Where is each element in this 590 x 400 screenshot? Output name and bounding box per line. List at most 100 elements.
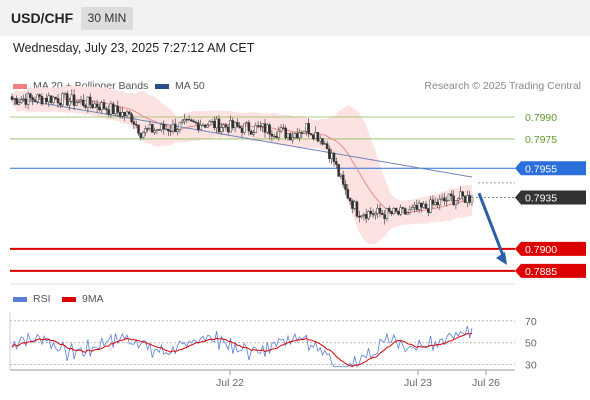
x-axis: Jul 22 Jul 23 Jul 26 bbox=[216, 370, 500, 389]
candle-body bbox=[171, 123, 175, 132]
rsi-9ma-line bbox=[11, 332, 473, 367]
candle-body bbox=[132, 121, 136, 125]
candle-body bbox=[369, 211, 373, 214]
candle-body bbox=[17, 102, 21, 105]
candle-body bbox=[208, 121, 212, 126]
candle-body bbox=[231, 120, 235, 129]
candle-body bbox=[295, 133, 299, 139]
candle-body bbox=[15, 98, 18, 105]
candle-body bbox=[376, 208, 379, 214]
candle-body bbox=[160, 124, 163, 131]
legend-label-rsi: RSI bbox=[33, 293, 51, 305]
candle-body bbox=[157, 129, 161, 131]
candle-body bbox=[79, 99, 83, 102]
candle-body bbox=[167, 128, 170, 132]
candlesticks bbox=[10, 89, 474, 225]
candle-body bbox=[169, 130, 172, 133]
candle-body bbox=[385, 208, 389, 219]
candle-body bbox=[362, 214, 366, 216]
candle-body bbox=[468, 195, 471, 203]
candle-body bbox=[286, 133, 290, 139]
price-label-0.7935: 0.7935 bbox=[525, 193, 557, 205]
candle-body bbox=[330, 152, 333, 159]
price-tag-0.7885 bbox=[515, 263, 586, 278]
candle-body bbox=[75, 102, 78, 106]
candle-body bbox=[118, 112, 122, 117]
candle-body bbox=[466, 195, 469, 203]
candle-body bbox=[406, 212, 409, 215]
candle-body bbox=[180, 120, 184, 123]
candle-body bbox=[429, 199, 432, 213]
candle-body bbox=[401, 207, 405, 209]
rsi-tick-label: 70 bbox=[525, 316, 537, 328]
candle-body bbox=[26, 93, 30, 105]
candle-body bbox=[360, 215, 363, 218]
candle-body bbox=[318, 138, 322, 142]
legend-item-rsi: RSI bbox=[13, 293, 51, 305]
candle-body bbox=[272, 135, 276, 138]
candle-body bbox=[245, 122, 248, 125]
candle-body bbox=[293, 133, 297, 138]
candle-body bbox=[109, 103, 113, 115]
candle-body bbox=[197, 122, 200, 130]
candle-body bbox=[424, 203, 428, 209]
candle-body bbox=[100, 102, 103, 111]
candle-body bbox=[470, 197, 474, 203]
candle-body bbox=[125, 111, 129, 117]
price-label-0.7955: 0.7955 bbox=[525, 163, 557, 175]
candle-body bbox=[233, 122, 237, 129]
ma50-line bbox=[11, 97, 473, 178]
forecast-arrow-shaft bbox=[477, 192, 506, 259]
x-tick-label: Jul 22 bbox=[216, 377, 244, 389]
candle-body bbox=[203, 124, 207, 128]
candle-body bbox=[236, 122, 239, 127]
price-tag-0.7935 bbox=[515, 190, 586, 205]
candle-body bbox=[353, 201, 356, 209]
candle-body bbox=[378, 208, 382, 214]
candle-body bbox=[72, 94, 76, 106]
candle-body bbox=[433, 202, 437, 205]
candle-body bbox=[174, 123, 177, 132]
candle-body bbox=[413, 205, 416, 208]
candle-body bbox=[309, 133, 313, 136]
timeframe-button[interactable]: 30 MIN bbox=[81, 7, 133, 30]
candle-body bbox=[284, 127, 287, 139]
candle-body bbox=[151, 124, 154, 133]
candle-body bbox=[59, 102, 62, 106]
candle-body bbox=[374, 212, 377, 216]
rsi-line bbox=[11, 325, 473, 368]
candle-body bbox=[121, 112, 124, 117]
candle-body bbox=[321, 138, 324, 145]
price-levels bbox=[10, 116, 515, 272]
legend-swatch-ma20 bbox=[13, 83, 27, 89]
candle-body bbox=[358, 215, 361, 218]
candle-body bbox=[128, 111, 131, 115]
chart-header: USD/CHF 30 MIN bbox=[0, 0, 590, 36]
candle-body bbox=[146, 128, 149, 130]
candle-body bbox=[47, 95, 51, 102]
candle-body bbox=[270, 133, 274, 137]
candle-body bbox=[463, 195, 467, 203]
candle-body bbox=[70, 94, 74, 102]
candle-body bbox=[40, 96, 44, 105]
candle-body bbox=[351, 200, 354, 209]
candle-body bbox=[91, 104, 94, 108]
candle-body bbox=[190, 119, 193, 122]
candle-body bbox=[141, 132, 145, 138]
candle-body bbox=[367, 211, 370, 219]
candle-body bbox=[383, 214, 386, 219]
price-label-0.7900: 0.7900 bbox=[525, 244, 557, 256]
candle-body bbox=[84, 105, 87, 108]
candle-body bbox=[93, 103, 97, 108]
candle-body bbox=[130, 113, 133, 123]
candle-body bbox=[415, 205, 419, 210]
candle-body bbox=[447, 193, 451, 201]
candle-body bbox=[461, 191, 465, 197]
candle-body bbox=[279, 127, 283, 132]
candle-body bbox=[13, 98, 16, 100]
candle-body bbox=[346, 189, 350, 199]
candle-body bbox=[390, 211, 393, 214]
candle-body bbox=[312, 134, 315, 140]
forecast-arrow bbox=[477, 192, 507, 265]
candle-body bbox=[201, 124, 205, 127]
